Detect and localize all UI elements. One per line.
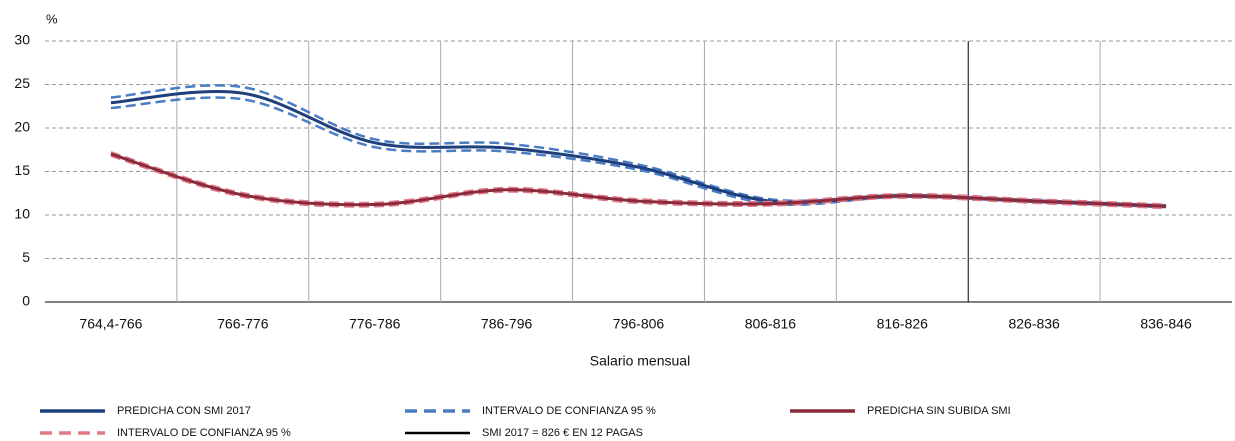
x-tick-label: 796-806: [613, 316, 665, 332]
x-tick-label: 816-826: [877, 316, 929, 332]
y-unit: %: [46, 11, 58, 26]
x-tick-label: 826-836: [1008, 316, 1060, 332]
line: [110, 89, 1167, 208]
x-tick-label: 776-786: [349, 316, 401, 332]
legend-label: SMI 2017 = 826 € EN 12 PAGAS: [482, 427, 643, 439]
y-tick-label: 20: [14, 119, 30, 135]
x-tick-label: 764,4-766: [79, 316, 142, 332]
x-tick-label: 836-846: [1140, 316, 1192, 332]
y-tick-label: 0: [22, 293, 30, 309]
y-tick-label: 5: [22, 249, 30, 265]
x-axis-label: Salario mensual: [590, 353, 690, 369]
line: [110, 84, 1167, 207]
x-tick-label: 786-796: [481, 316, 533, 332]
x-tick-label: 806-816: [745, 316, 797, 332]
legend-label: PREDICHA CON SMI 2017: [117, 405, 251, 417]
legend-label: PREDICHA SIN SUBIDA SMI: [867, 405, 1011, 417]
y-tick-label: 30: [14, 32, 30, 48]
line: [110, 151, 1167, 206]
line: [110, 96, 1167, 209]
line: [110, 152, 1167, 208]
y-tick-label: 25: [14, 75, 30, 91]
legend-label: INTERVALO DE CONFIANZA 95 %: [117, 427, 291, 439]
line: [110, 154, 1167, 210]
y-tick-label: 15: [14, 162, 30, 178]
y-tick-label: 10: [14, 206, 30, 222]
x-tick-label: 766-776: [217, 316, 269, 332]
legend-label: INTERVALO DE CONFIANZA 95 %: [482, 405, 656, 417]
